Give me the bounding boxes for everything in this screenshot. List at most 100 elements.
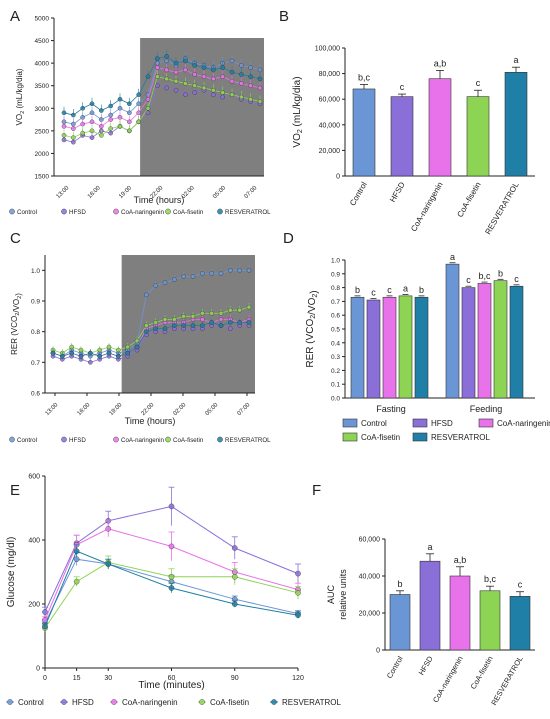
legend-label: RESVERATROL [225,209,271,216]
data-point [155,56,160,61]
category-label: Control [385,654,405,680]
data-point [192,83,197,89]
data-point [211,67,216,73]
data-point [60,353,65,359]
y-axis-title-part: ) [309,290,320,293]
x-tick-label: 16:00 [87,185,102,200]
data-point [89,119,95,125]
data-point [231,574,238,580]
legend-label: CoA-naringenin [497,419,550,428]
data-point [105,561,112,567]
category-label: Fasting [376,404,406,414]
data-point [89,110,95,116]
data-point [295,612,301,619]
data-point [71,135,76,140]
x-tick-label: 05:00 [205,402,220,417]
data-point [117,96,123,102]
data-point [172,277,177,282]
x-tick-label: 120 [292,675,304,682]
data-point [295,590,301,596]
legend-label: RESVERATROL [225,437,271,444]
y-axis-title-part: 2 [17,296,23,299]
data-point [209,320,214,325]
data-point [73,548,80,555]
data-point [164,54,169,59]
y-tick-label: 3500 [35,83,50,90]
y-tick-label: 0.9 [31,299,40,306]
y-axis-title: RER (VCO2/VO2) [305,290,320,367]
series-line [63,55,261,116]
y-axis-title: Glucose (mg/dl) [6,537,17,608]
bar [352,88,376,177]
bar [479,590,501,651]
category-label: RESVERATROL [489,655,524,707]
legend-label: HFSD [69,437,86,444]
data-point [237,307,242,313]
y-axis-title: VO2 (mL/kg/dia) [15,68,26,125]
y-tick-label: 0.8 [331,285,340,292]
legend-label: CoA-fisetin [361,433,400,442]
data-point [257,67,263,73]
data-point [181,323,186,328]
series-line [44,505,299,613]
legend-label: CoA-fisetin [173,209,204,216]
data-point [153,326,158,331]
data-point [231,601,238,607]
data-point [164,76,169,82]
y-axis-title-text: VO2 (mL/kg/dia) [15,68,26,125]
category-label: CoA-fisetin [469,655,495,691]
y-tick-label: 20,000 [359,611,381,618]
series-line [63,76,261,139]
bar [366,299,381,399]
data-point [181,274,186,279]
data-point [220,94,225,100]
y-tick-label: 4500 [35,38,50,45]
data-point [257,76,263,82]
data-point [168,585,175,591]
x-tick-label: 05:00 [212,185,227,200]
legend-label: CoA-naringenin [122,698,178,707]
data-point [201,85,207,91]
y-axis-title: RER (VCO2/VO2) [10,293,23,355]
legend-marker [9,208,15,215]
data-point [295,570,301,577]
data-point [164,85,169,91]
legend-swatch [342,432,358,442]
legend-label: HFSD [431,419,453,428]
data-point [248,96,253,102]
legend-marker [217,208,223,215]
x-tick-label: 16:00 [77,402,92,417]
data-point [155,83,160,89]
y-tick-label: 40,000 [319,122,341,129]
significance-letter: b [419,285,424,295]
data-point [117,105,123,111]
x-tick-label: 07:00 [237,402,252,417]
data-point [106,350,112,356]
data-point [105,526,112,532]
data-point [192,90,197,95]
data-point [73,578,80,585]
y-tick-label: 20,000 [319,148,341,155]
x-axis-title: Time (hours) [125,416,176,426]
x-tick-label: 19:00 [109,402,124,417]
y-tick-label: 4000 [35,61,50,68]
category-label: CoA-naringenin [431,655,465,705]
data-point [153,320,158,325]
y-tick-label: 5000 [35,16,50,23]
data-point [168,503,175,510]
legend-marker [111,699,117,705]
y-tick-label: 0.5 [331,327,340,334]
significance-letter: b [498,268,503,278]
legend-label: CoA-naringenin [121,437,165,444]
data-point [220,90,225,95]
data-point [168,543,175,550]
legend-label: RESVERATROL [431,433,491,442]
y-axis-title-text: RER (VCO2/VO2) [305,290,320,367]
data-point [173,60,179,66]
data-point [97,353,102,359]
data-point [173,87,179,93]
legend-marker [199,699,205,705]
significance-letter: c [514,274,519,284]
data-point [192,63,197,68]
